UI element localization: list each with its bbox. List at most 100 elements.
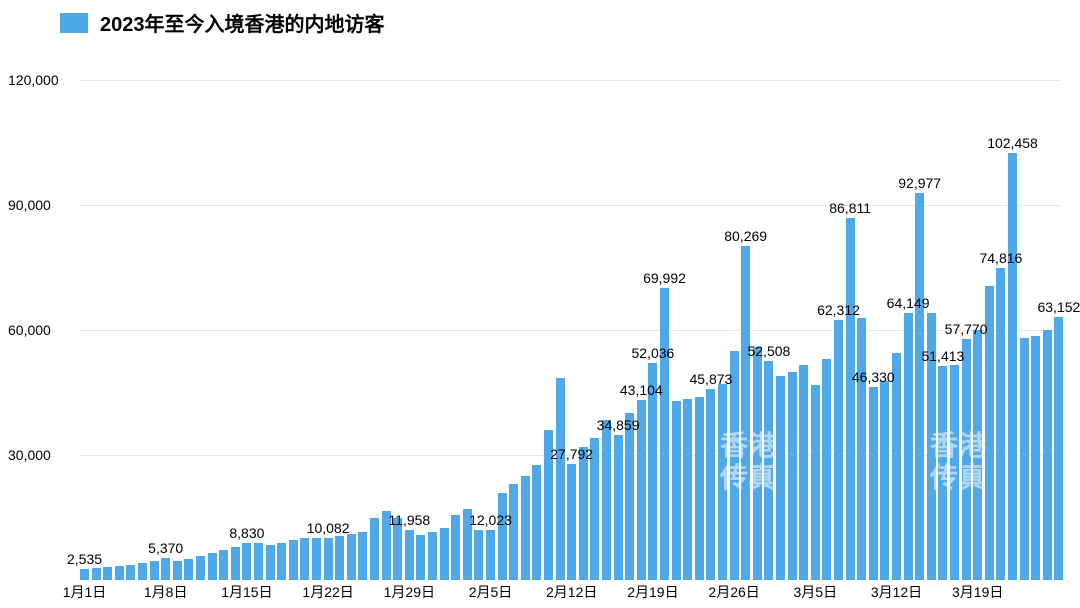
bar [973,330,982,580]
bar [416,535,425,580]
data-label: 27,792 [550,446,593,462]
bar [962,339,971,580]
data-label: 46,330 [852,369,895,385]
bar [938,366,947,580]
data-label: 52,508 [747,343,790,359]
data-label: 80,269 [724,228,767,244]
bar [904,313,913,580]
data-label: 11,958 [388,512,430,528]
bar [440,528,449,580]
bar [1020,338,1029,580]
bar [150,561,159,580]
x-tick-label: 1月22日 [302,582,353,602]
data-label: 102,458 [987,135,1038,151]
bar [880,381,889,580]
bar [764,361,773,580]
bar [1031,336,1040,580]
bar [811,385,820,580]
data-label: 10,082 [307,520,350,536]
bar [776,376,785,580]
y-tick-label: 60,000 [0,322,72,338]
bar [126,565,135,580]
data-label: 2,535 [67,551,102,567]
bar [567,464,576,580]
data-label: 86,811 [829,200,871,216]
bar [208,553,217,580]
bar [614,435,623,580]
bar [474,530,483,580]
bar [625,413,634,580]
bar [231,547,240,580]
bar [788,372,797,580]
bar [509,484,518,580]
bar [300,538,309,581]
bar [1043,330,1052,580]
x-tick-label: 1月15日 [221,582,272,602]
data-label: 12,023 [469,512,512,528]
bar [672,401,681,580]
chart-container: 2023年至今入境香港的内地访客 30,000 60,000 90,000 120,0… [0,0,1080,608]
bar [660,288,669,580]
bar [266,545,275,580]
bar [718,384,727,580]
bar [312,538,321,580]
bar [173,561,182,580]
bar [103,567,112,580]
chart-title-row: 2023年至今入境香港的内地访客 [60,8,385,37]
data-label: 52,036 [631,345,674,361]
bar [602,420,611,580]
bar [80,569,89,580]
bar [451,515,460,580]
data-label: 64,149 [887,295,930,311]
y-tick-label: 120,000 [0,72,72,88]
bar [532,465,541,580]
data-label: 74,816 [979,250,1022,266]
x-tick-label: 3月19日 [952,582,1003,602]
x-tick-label: 2月5日 [469,582,513,602]
x-tick-label: 2月26日 [708,582,759,602]
x-tick-label: 1月29日 [384,582,435,602]
bar [324,538,333,580]
bar [915,193,924,580]
bar [92,568,101,580]
bar [753,347,762,580]
bar [115,566,124,580]
bar [347,534,356,580]
data-label: 69,992 [643,270,686,286]
plot-area [80,80,1060,580]
bar [358,532,367,580]
bar [242,543,251,580]
bar [695,397,704,580]
data-label: 63,152 [1037,299,1080,315]
bar [289,540,298,580]
bar [857,318,866,580]
bar [869,387,878,580]
bar [405,530,414,580]
bar [799,365,808,580]
x-tick-label: 1月8日 [144,582,188,602]
bar [996,268,1005,580]
bar [1008,153,1017,580]
bar [498,493,507,581]
bar [196,556,205,580]
bar [683,399,692,580]
data-label: 5,370 [148,540,183,556]
bar [277,543,286,581]
y-tick-label: 30,000 [0,447,72,463]
bar [706,389,715,580]
data-label: 62,312 [817,302,860,318]
bar [486,530,495,580]
data-label: 45,873 [689,371,732,387]
data-label: 92,977 [898,175,941,191]
data-label: 8,830 [229,525,264,541]
data-label: 57,770 [945,321,988,337]
x-tick-label: 3月5日 [794,582,838,602]
data-label: 51,413 [921,348,964,364]
bar [1054,317,1063,580]
y-tick-label: 90,000 [0,197,72,213]
bar [428,532,437,580]
bar [741,246,750,580]
data-label: 43,104 [620,382,663,398]
legend-swatch [60,13,88,33]
bar [834,320,843,580]
